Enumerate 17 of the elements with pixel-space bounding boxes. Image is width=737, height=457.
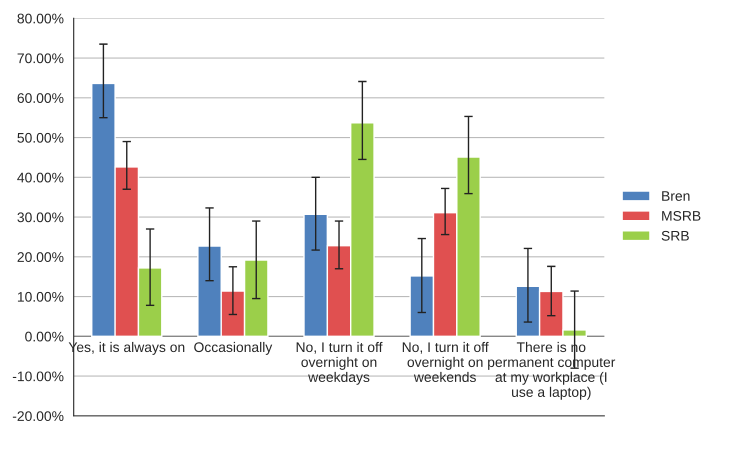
y-tick-label: -10.00%	[12, 371, 64, 382]
y-tick-label: 60.00%	[18, 93, 64, 103]
x-tick-label: No, I turn it off overnight on weekdays	[296, 342, 383, 385]
y-tick-label: 0.00%	[25, 332, 64, 342]
legend-label: SRB	[662, 230, 689, 241]
y-tick-label: 40.00%	[17, 172, 64, 182]
x-tick-label: No, I turn it off overnight on weekends	[402, 342, 489, 382]
legend-label: MSRB	[662, 210, 700, 221]
y-tick-label: -20.00%	[12, 411, 64, 422]
y-tick-label: 70.00%	[18, 53, 64, 64]
legend-label: Bren	[662, 191, 690, 201]
x-tick-label: Occasionally	[194, 342, 272, 355]
y-tick-label: 30.00%	[17, 212, 64, 222]
y-tick-label: 50.00%	[17, 132, 64, 143]
y-tick-label: 20.00%	[18, 252, 64, 262]
y-tick-label: 80.00%	[17, 14, 64, 24]
y-tick-label: 10.00%	[18, 292, 64, 302]
